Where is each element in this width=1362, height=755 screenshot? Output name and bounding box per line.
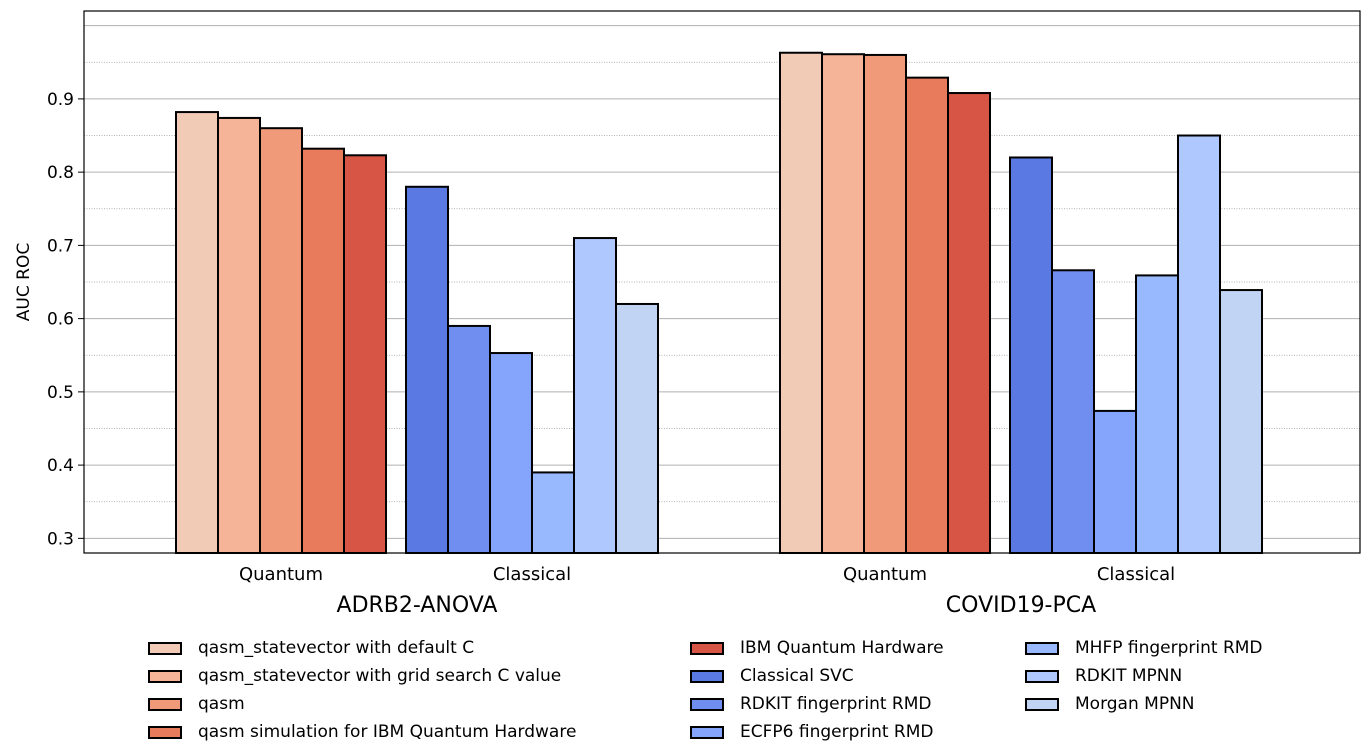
legend-label: qasm_statevector with default C: [198, 638, 475, 658]
y-tick-label: 0.5: [47, 383, 74, 403]
legend-label: MHFP fingerprint RMD: [1075, 638, 1263, 658]
legend-item: ECFP6 fingerprint RMD: [690, 722, 934, 742]
y-tick-label: 0.9: [47, 90, 74, 110]
legend-label: Classical SVC: [740, 666, 854, 686]
bar: [1219, 289, 1263, 554]
legend-swatch: [148, 697, 182, 711]
bar: [1009, 156, 1053, 554]
x-subgroup-label: Classical: [493, 564, 571, 585]
x-subgroup-label: Quantum: [239, 564, 323, 585]
bar: [779, 51, 823, 554]
bar: [905, 76, 949, 555]
x-group-label: ADRB2-ANOVA: [337, 593, 498, 618]
legend-swatch: [148, 669, 182, 683]
legend-swatch: [690, 669, 724, 683]
legend-label: qasm_statevector with grid search C valu…: [198, 666, 562, 686]
x-subgroup-label: Classical: [1097, 564, 1175, 585]
legend-swatch: [148, 641, 182, 655]
bar: [531, 471, 575, 554]
bar: [1135, 274, 1179, 554]
bar: [1177, 134, 1221, 554]
x-group-label: COVID19-PCA: [946, 593, 1096, 618]
y-axis-label: AUC ROC: [14, 243, 34, 321]
bar: [615, 302, 659, 554]
bar: [573, 237, 617, 554]
bar: [947, 92, 991, 554]
bar: [301, 147, 345, 554]
y-tick-label: 0.7: [47, 236, 74, 256]
legend-item: qasm_statevector with default C: [148, 638, 474, 658]
legend-swatch: [690, 697, 724, 711]
bar: [863, 53, 907, 554]
x-subgroup-label: Quantum: [843, 564, 927, 585]
bar-chart: 0.3 0.4 0.5 0.6 0.7 0.8 0.9 AUC ROC Quantum Class…: [14, 10, 1361, 618]
bar: [447, 324, 491, 554]
bar: [1093, 409, 1137, 554]
legend-item: RDKIT fingerprint RMD: [690, 694, 932, 714]
bar: [1051, 269, 1095, 554]
y-tick-label: 0.4: [47, 456, 74, 476]
legend-item: Morgan MPNN: [1025, 694, 1195, 714]
legend-swatch: [690, 641, 724, 655]
legend-swatch: [1025, 669, 1059, 683]
y-tick-label: 0.8: [47, 163, 74, 183]
legend-label: qasm simulation for IBM Quantum Hardware: [198, 722, 577, 742]
legend-item: IBM Quantum Hardware: [690, 638, 944, 658]
bar: [175, 111, 219, 554]
legend-item: qasm: [148, 694, 245, 714]
legend-label: qasm: [198, 694, 245, 714]
bar: [343, 154, 387, 554]
legend-item: MHFP fingerprint RMD: [1025, 638, 1263, 658]
bar: [821, 53, 865, 555]
y-tick-label: 0.3: [47, 529, 74, 549]
y-tick-label: 0.6: [47, 310, 74, 330]
legend-swatch: [148, 725, 182, 739]
plot-frame: [83, 10, 1361, 554]
legend-label: ECFP6 fingerprint RMD: [740, 722, 934, 742]
legend-item: qasm_statevector with grid search C valu…: [148, 666, 561, 686]
legend-item: Classical SVC: [690, 666, 854, 686]
legend-label: RDKIT MPNN: [1075, 666, 1183, 686]
legend-item: RDKIT MPNN: [1025, 666, 1182, 686]
legend-item: qasm simulation for IBM Quantum Hardware: [148, 722, 576, 742]
bar: [405, 185, 449, 554]
bar: [489, 352, 533, 555]
bar: [259, 127, 303, 555]
legend-swatch: [690, 725, 724, 739]
legend-swatch: [1025, 697, 1059, 711]
legend-label: RDKIT fingerprint RMD: [740, 694, 932, 714]
legend-label: Morgan MPNN: [1075, 694, 1195, 714]
legend-swatch: [1025, 641, 1059, 655]
legend-label: IBM Quantum Hardware: [740, 638, 944, 658]
bar: [217, 116, 261, 554]
